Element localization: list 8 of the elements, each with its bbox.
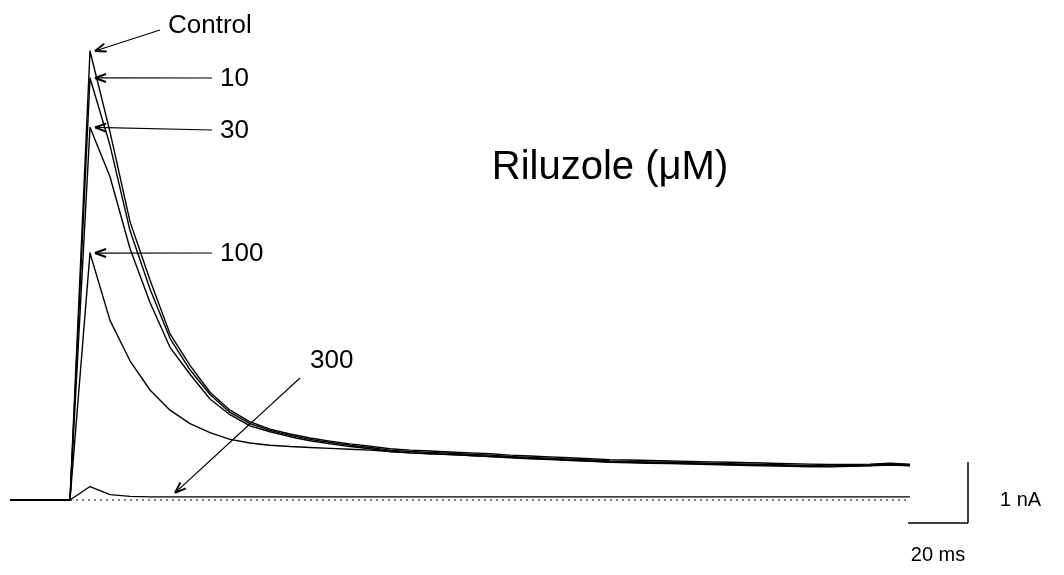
legend-label: 100 [220, 237, 264, 267]
legend-label: Control [168, 9, 252, 39]
legend-label: 10 [220, 62, 249, 92]
text: 20 ms [910, 543, 966, 565]
text: 300 [310, 344, 354, 374]
text: 1 nA [1000, 488, 1042, 510]
text: Riluzole (μM) [491, 143, 729, 187]
legend-label: 30 [220, 114, 249, 144]
